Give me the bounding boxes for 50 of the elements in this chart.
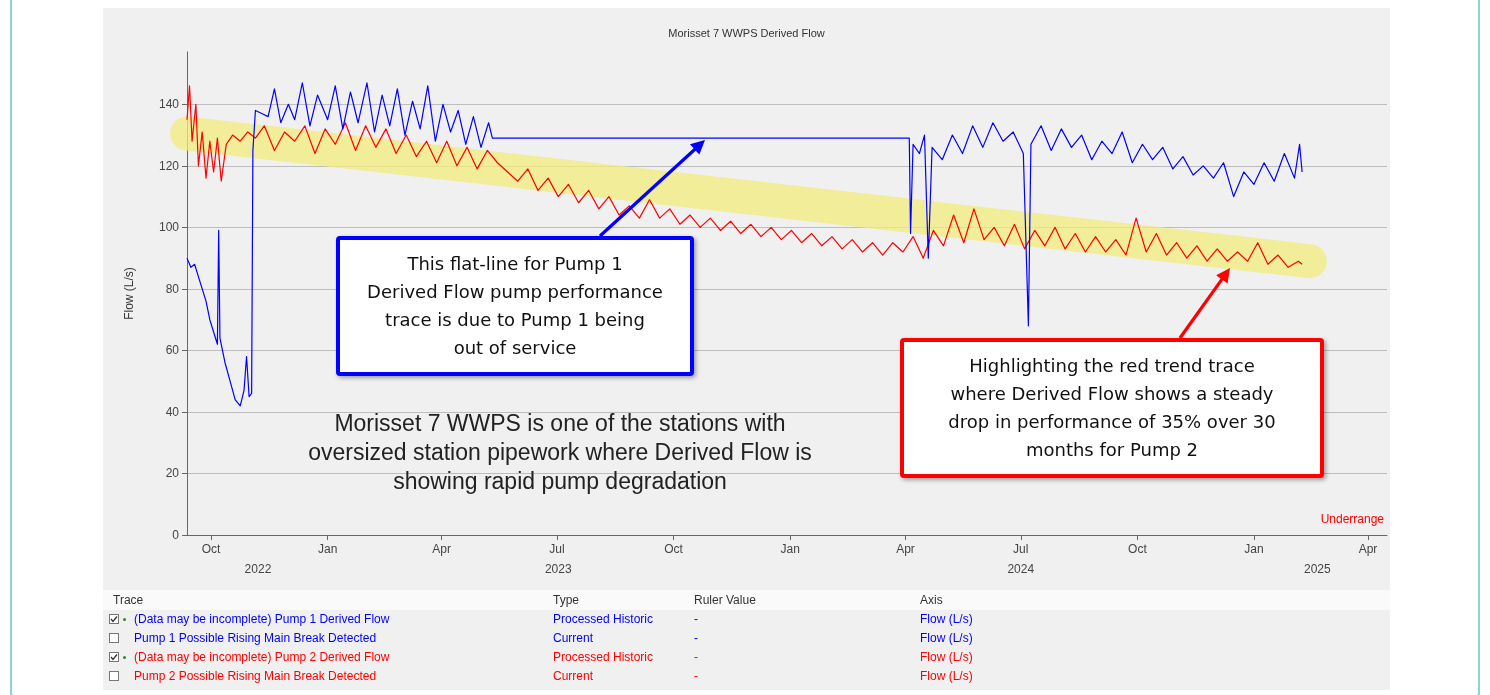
x2-tick-label: 2023 — [544, 562, 572, 576]
x-tick-label: Oct — [664, 542, 684, 556]
chart-title: Morisset 7 WWPS Derived Flow — [668, 26, 825, 39]
text: Current — [553, 669, 594, 683]
y-tick-label: 120 — [158, 158, 180, 173]
y-tick-label: 0 — [172, 528, 180, 542]
text: Processed Historic — [553, 612, 654, 626]
x2-tick-label: 2022 — [244, 562, 272, 576]
x-tick-label: Oct — [201, 542, 222, 556]
y-tick-label: 140 — [158, 97, 180, 112]
x-tick-label: Apr — [432, 542, 452, 556]
text: Flow (L/s) — [920, 650, 973, 664]
x-tick-label: Jan — [1244, 542, 1264, 556]
text: Flow (L/s) — [920, 612, 973, 626]
x-tick-label: Apr — [896, 542, 915, 556]
text: - — [694, 669, 698, 683]
legend-label: Pump 2 Possible Rising Main Break Detected — [134, 669, 377, 683]
y-tick-label: 40 — [165, 404, 180, 419]
legend-label: Pump 1 Possible Rising Main Break Detected — [134, 631, 377, 645]
text: (Data may be incomplete) Pump 1 Derived Flow — [134, 612, 390, 626]
x-tick-label: Jul — [549, 542, 565, 556]
y-tick-label: 60 — [165, 343, 180, 358]
line-series — [186, 82, 1303, 407]
y-tick-label: 20 — [165, 466, 180, 481]
callout-box: Highlighting the red trend trace where Derived Flow shows a steady drop in performance of 35% over 30 months for Pump 2 — [900, 338, 1324, 478]
text: Ruler Value — [694, 593, 756, 607]
text: Processed Historic — [553, 650, 654, 664]
x-tick-label: Jan — [780, 542, 800, 556]
y-axis-title: Flow (L/s) — [122, 267, 136, 320]
x-tick-label: Jul — [1013, 542, 1029, 556]
annotation: Morisset 7 WWPS is one of the stations with oversized station pipework where Derived Flow is showing rapid pump degradation — [308, 410, 812, 494]
y-tick-label: 80 — [165, 281, 180, 296]
y-tick-label: 100 — [158, 220, 180, 235]
x2-tick-label: 2024 — [1007, 562, 1035, 576]
text: Axis — [920, 593, 943, 607]
text: - — [694, 612, 698, 626]
text: - — [694, 650, 698, 664]
x2-tick-label: 2025 — [1303, 562, 1331, 576]
x-tick-label: Jan — [317, 542, 338, 556]
text: Type — [553, 593, 580, 607]
x-tick-label: Apr — [1358, 542, 1378, 556]
text: Current — [553, 631, 594, 645]
text: (Data may be incomplete) Pump 2 Derived Flow — [134, 650, 390, 664]
text: Trace — [113, 593, 144, 607]
callout-box: This flat-line for Pump 1 Derived Flow pump performance trace is due to Pump 1 being out of service — [336, 236, 694, 376]
text: - — [694, 631, 698, 645]
text: Flow (L/s) — [920, 669, 973, 683]
text: Flow (L/s) — [920, 631, 973, 645]
annotation: Underrange — [1320, 512, 1385, 526]
x-tick-label: Oct — [1128, 542, 1148, 556]
